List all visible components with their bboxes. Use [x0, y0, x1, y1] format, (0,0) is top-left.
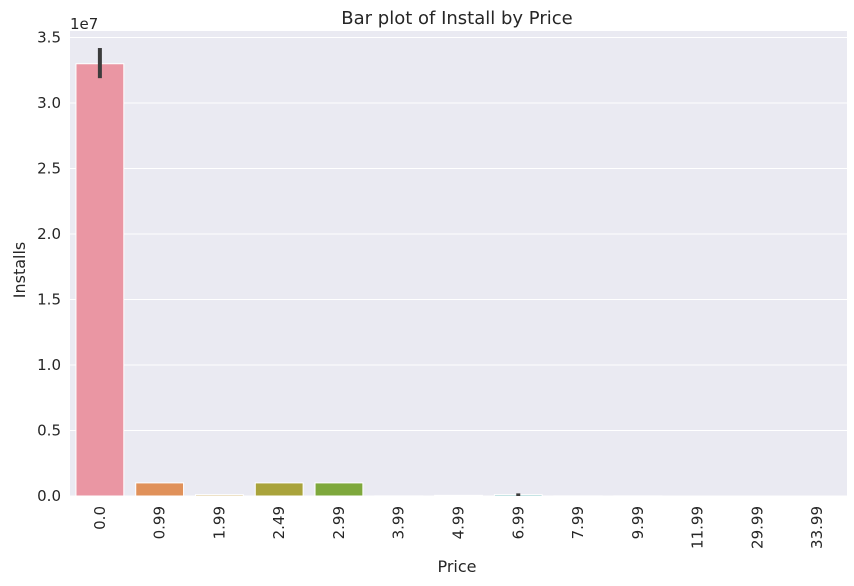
plot-background — [70, 31, 847, 496]
x-tick-label: 1.99 — [210, 506, 228, 539]
x-tick-label: 0.0 — [91, 506, 109, 530]
y-tick-label: 2.5 — [37, 160, 61, 178]
y-tick-label: 2.0 — [37, 225, 61, 243]
x-axis-label: Price — [437, 557, 476, 576]
x-tick-label: 4.99 — [450, 506, 468, 539]
bar-9.99 — [614, 496, 662, 497]
y-tick-label: 0.5 — [37, 422, 61, 440]
bar-1.99 — [196, 495, 244, 496]
x-tick-labels: 0.0 0.99 1.99 2.49 2.99 3.99 4.99 6.99 7.99 9.99 1… — [91, 506, 826, 549]
chart-title: Bar plot of Install by Price — [341, 8, 572, 29]
bar-0.99 — [136, 483, 184, 496]
x-tick-label: 3.99 — [390, 506, 408, 539]
x-tick-label: 2.49 — [270, 506, 288, 539]
bar-33.99 — [793, 496, 841, 497]
x-tick-label: 6.99 — [509, 506, 527, 539]
y-offset-label: 1e7 — [70, 15, 98, 33]
x-tick-label: 9.99 — [629, 506, 647, 539]
bar-0.0 — [76, 64, 124, 496]
x-tick-label: 11.99 — [689, 506, 707, 549]
bar-2.99 — [315, 483, 363, 496]
bar-2.49 — [255, 483, 303, 496]
bar-7.99 — [554, 496, 602, 497]
bar-3.99 — [375, 496, 423, 497]
x-tick-label: 33.99 — [808, 506, 826, 549]
y-tick-labels: 0.0 0.5 1.0 1.5 2.0 2.5 3.0 3.5 — [37, 29, 61, 505]
x-tick-label: 2.99 — [330, 506, 348, 539]
y-axis-label: Installs — [10, 242, 29, 299]
bar-29.99 — [733, 496, 781, 497]
bar-11.99 — [674, 496, 722, 497]
x-tick-label: 7.99 — [569, 506, 587, 539]
bar-4.99 — [435, 495, 483, 496]
x-tick-label: 29.99 — [748, 506, 766, 549]
y-tick-label: 3.5 — [37, 29, 61, 47]
y-tick-label: 1.5 — [37, 291, 61, 309]
y-tick-label: 0.0 — [37, 487, 61, 505]
x-tick-label: 0.99 — [151, 506, 169, 539]
y-tick-label: 3.0 — [37, 94, 61, 112]
y-tick-label: 1.0 — [37, 356, 61, 374]
